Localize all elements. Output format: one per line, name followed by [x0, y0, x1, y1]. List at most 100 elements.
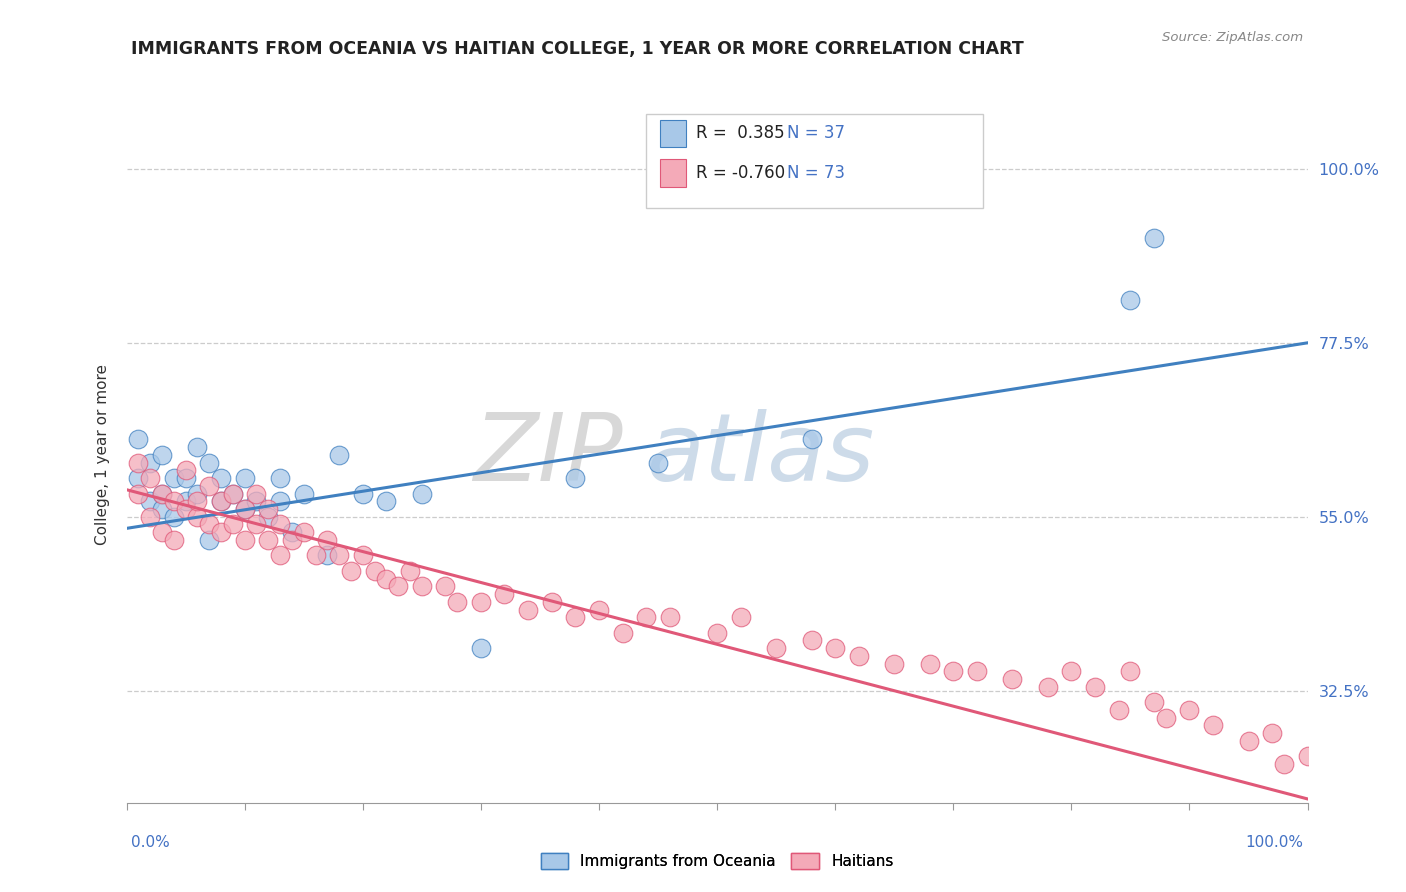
Text: R = -0.760: R = -0.760: [696, 164, 785, 182]
Point: [387, 579, 409, 593]
Point: [186, 509, 208, 524]
Point: [304, 549, 326, 563]
Point: [328, 448, 350, 462]
Point: [150, 486, 173, 500]
Point: [540, 595, 562, 609]
Point: [292, 486, 315, 500]
Point: [1143, 695, 1166, 709]
Point: [127, 433, 149, 447]
Point: [730, 610, 752, 624]
Text: 100.0%: 100.0%: [1246, 836, 1303, 850]
Point: [411, 579, 433, 593]
Point: [765, 641, 787, 656]
Point: [588, 602, 610, 616]
Point: [139, 456, 162, 470]
Point: [233, 533, 256, 547]
Point: [1202, 718, 1225, 732]
Text: N = 37: N = 37: [787, 125, 845, 143]
Point: [174, 502, 197, 516]
Point: [269, 517, 291, 532]
Point: [848, 648, 870, 663]
Point: [150, 502, 173, 516]
Point: [470, 595, 492, 609]
Point: [222, 486, 245, 500]
Point: [174, 471, 197, 485]
Point: [163, 471, 186, 485]
Point: [222, 517, 245, 532]
Point: [209, 494, 232, 508]
Point: [186, 494, 208, 508]
Point: [375, 494, 398, 508]
Point: [470, 641, 492, 656]
Point: [1060, 665, 1083, 679]
Point: [127, 456, 149, 470]
Point: [269, 471, 291, 485]
Point: [163, 509, 186, 524]
Point: [139, 494, 162, 508]
Point: [257, 533, 280, 547]
Point: [257, 502, 280, 516]
Point: [517, 602, 540, 616]
Point: [281, 525, 304, 540]
Point: [352, 486, 374, 500]
Point: [375, 572, 398, 586]
Point: [800, 633, 823, 648]
Point: [198, 456, 221, 470]
Point: [1261, 726, 1284, 740]
Point: [163, 533, 186, 547]
Text: N = 73: N = 73: [787, 164, 845, 182]
Text: IMMIGRANTS FROM OCEANIA VS HAITIAN COLLEGE, 1 YEAR OR MORE CORRELATION CHART: IMMIGRANTS FROM OCEANIA VS HAITIAN COLLE…: [131, 40, 1024, 58]
Point: [1272, 757, 1295, 772]
Point: [446, 595, 468, 609]
Point: [340, 564, 363, 578]
Point: [658, 610, 681, 624]
Point: [316, 549, 339, 563]
Point: [186, 486, 208, 500]
Point: [209, 494, 232, 508]
Point: [245, 494, 267, 508]
Point: [363, 564, 385, 578]
Point: [127, 471, 149, 485]
Point: [233, 502, 256, 516]
Point: [257, 509, 280, 524]
Point: [883, 657, 905, 671]
Point: [163, 494, 186, 508]
Point: [186, 440, 208, 454]
Point: [564, 471, 586, 485]
Point: [706, 625, 728, 640]
Text: atlas: atlas: [647, 409, 875, 500]
Point: [292, 525, 315, 540]
Point: [1154, 711, 1177, 725]
Point: [245, 517, 267, 532]
Point: [918, 657, 941, 671]
Point: [316, 533, 339, 547]
Point: [494, 587, 516, 601]
Point: [269, 549, 291, 563]
Point: [1178, 703, 1201, 717]
Point: [434, 579, 457, 593]
Point: [1036, 680, 1059, 694]
Point: [1108, 703, 1130, 717]
Point: [966, 665, 988, 679]
Point: [198, 533, 221, 547]
Point: [942, 665, 965, 679]
Y-axis label: College, 1 year or more: College, 1 year or more: [94, 365, 110, 545]
Point: [411, 486, 433, 500]
Point: [564, 610, 586, 624]
Text: Source: ZipAtlas.com: Source: ZipAtlas.com: [1163, 31, 1303, 45]
Point: [399, 564, 422, 578]
Point: [1119, 665, 1142, 679]
Point: [127, 486, 149, 500]
Point: [233, 502, 256, 516]
Point: [1143, 231, 1166, 245]
Point: [1296, 749, 1319, 764]
Point: [150, 525, 173, 540]
Point: [1237, 734, 1260, 748]
Point: [245, 486, 267, 500]
Point: [150, 486, 173, 500]
Point: [174, 494, 197, 508]
Point: [647, 456, 669, 470]
Point: [139, 471, 162, 485]
Point: [800, 433, 823, 447]
Point: [1084, 680, 1107, 694]
